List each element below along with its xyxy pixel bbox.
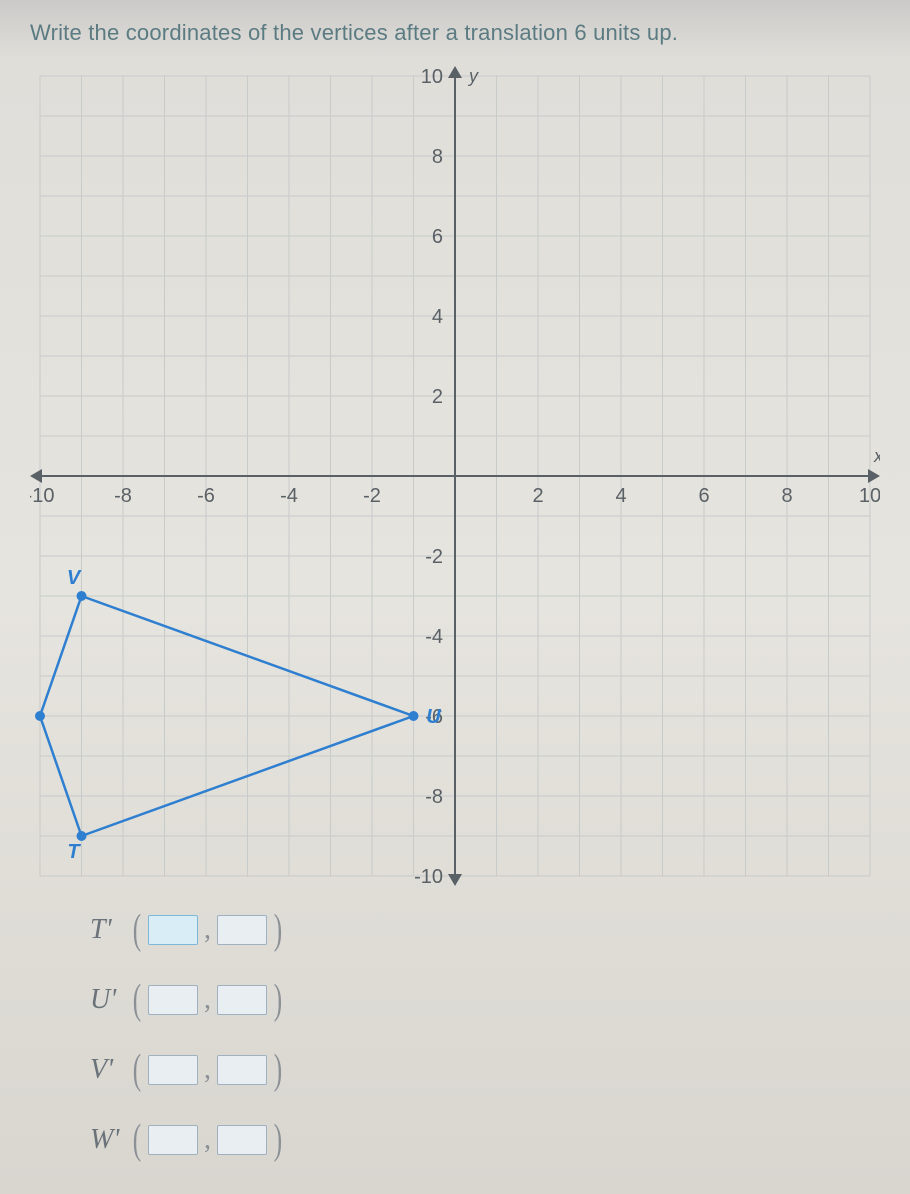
svg-text:-4: -4	[425, 626, 443, 648]
svg-text:y: y	[467, 66, 479, 86]
svg-text:6: 6	[432, 226, 443, 248]
paren-close: )	[274, 976, 282, 1024]
comma: ,	[204, 1054, 211, 1086]
instruction-text: Write the coordinates of the vertices af…	[30, 20, 880, 46]
svg-text:-6: -6	[197, 485, 215, 507]
svg-text:4: 4	[615, 485, 626, 507]
svg-text:6: 6	[698, 485, 709, 507]
svg-text:2: 2	[432, 386, 443, 408]
svg-text:4: 4	[432, 306, 443, 328]
answer-label: T'	[90, 914, 130, 946]
comma: ,	[204, 1124, 211, 1156]
svg-text:8: 8	[781, 485, 792, 507]
comma: ,	[204, 914, 211, 946]
svg-text:-10: -10	[30, 485, 54, 507]
answer-x-input[interactable]	[148, 1125, 198, 1155]
comma: ,	[204, 984, 211, 1016]
answer-row: U'(,)	[90, 976, 880, 1024]
answer-row: T'(,)	[90, 906, 880, 954]
answer-label: W'	[90, 1124, 130, 1156]
answer-y-input[interactable]	[217, 915, 267, 945]
svg-text:V: V	[67, 567, 82, 589]
paren-close: )	[274, 1046, 282, 1094]
paren-close: )	[274, 906, 282, 954]
answer-y-input[interactable]	[217, 1055, 267, 1085]
paren-open: (	[133, 1116, 141, 1164]
svg-text:10: 10	[421, 66, 443, 88]
worksheet-page: { "instruction": "Write the coordinates …	[0, 0, 910, 1194]
answer-x-input[interactable]	[148, 1055, 198, 1085]
svg-text:-10: -10	[414, 866, 443, 886]
answer-row: W'(,)	[90, 1116, 880, 1164]
answer-section: T'(,)U'(,)V'(,)W'(,)	[90, 906, 880, 1164]
svg-text:8: 8	[432, 146, 443, 168]
svg-text:-8: -8	[425, 786, 443, 808]
answer-y-input[interactable]	[217, 1125, 267, 1155]
answer-x-input[interactable]	[148, 915, 198, 945]
coordinate-grid: -10-8-6-4-2246810-10-8-6-4-2246810xyWVUT	[30, 66, 880, 886]
answer-label: U'	[90, 984, 130, 1016]
svg-text:x: x	[873, 446, 880, 466]
svg-text:U: U	[426, 706, 441, 728]
svg-text:-8: -8	[114, 485, 132, 507]
answer-row: V'(,)	[90, 1046, 880, 1094]
answer-label: V'	[90, 1054, 130, 1086]
paren-open: (	[133, 1046, 141, 1094]
svg-text:-4: -4	[280, 485, 298, 507]
svg-text:10: 10	[859, 485, 880, 507]
paren-open: (	[133, 906, 141, 954]
svg-text:-2: -2	[425, 546, 443, 568]
grid-svg: -10-8-6-4-2246810-10-8-6-4-2246810xyWVUT	[30, 66, 880, 886]
svg-text:T: T	[67, 841, 81, 863]
answer-x-input[interactable]	[148, 985, 198, 1015]
svg-text:-2: -2	[363, 485, 381, 507]
svg-text:2: 2	[532, 485, 543, 507]
paren-open: (	[133, 976, 141, 1024]
answer-y-input[interactable]	[217, 985, 267, 1015]
paren-close: )	[274, 1116, 282, 1164]
